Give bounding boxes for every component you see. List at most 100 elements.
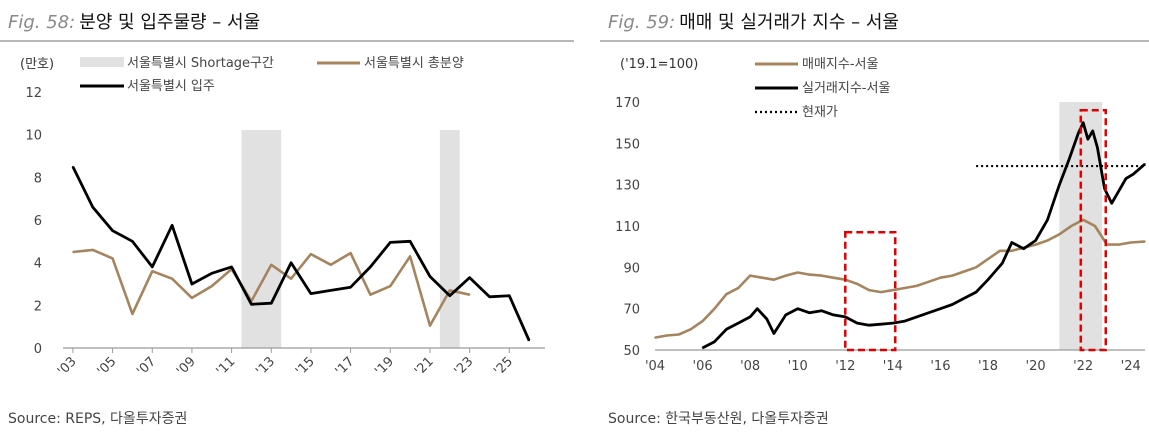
transaction-index-point xyxy=(701,347,704,349)
x-tick-label: '18 xyxy=(978,359,998,374)
x-tick-label: '06 xyxy=(693,359,713,374)
sales-index-point xyxy=(761,276,763,279)
sales-index-point xyxy=(892,289,894,291)
transaction-index-point xyxy=(1132,173,1134,176)
legend-presale-label: 서울특별시 총분양 xyxy=(364,56,464,71)
sales-index-point xyxy=(927,281,930,283)
transaction-index-point xyxy=(987,278,989,281)
figure-58-source: Source: REPS, 다올투자증권 xyxy=(8,411,188,427)
highlight-box-0 xyxy=(844,230,897,352)
sales-index-point xyxy=(737,287,740,289)
x-tick-label: '08 xyxy=(740,359,760,374)
figure-59-source: Source: 한국부동산원, 다올투자증권 xyxy=(608,411,829,427)
transaction-index-point xyxy=(1058,183,1061,186)
total-presale-point xyxy=(389,285,392,287)
transaction-index-point xyxy=(1077,132,1080,134)
y-axis-unit: ('19.1=100) xyxy=(620,57,698,72)
sales-index-point xyxy=(951,274,954,277)
move-in-point xyxy=(290,261,292,264)
x-tick-label: '23 xyxy=(452,354,477,379)
sales-index-point xyxy=(1058,233,1061,236)
transaction-index-point xyxy=(756,307,759,310)
x-tick-label: '10 xyxy=(788,359,808,374)
move-in-point xyxy=(349,286,352,289)
transaction-index-point xyxy=(951,303,954,306)
total-presale-point xyxy=(111,257,114,260)
move-in-point xyxy=(488,296,491,298)
sales-index-point xyxy=(666,334,668,337)
transaction-index-point xyxy=(1001,262,1004,265)
x-tick-label: '03 xyxy=(55,354,80,379)
transaction-index-point xyxy=(892,322,894,324)
x-tick-label: '19 xyxy=(372,354,397,379)
move-in-point xyxy=(72,165,74,168)
total-presale-point xyxy=(171,277,173,280)
transaction-index-point xyxy=(1118,190,1120,192)
legend-shortage-swatch xyxy=(80,57,124,67)
y-tick-label: 90 xyxy=(623,261,640,276)
x-tick-label: '11 xyxy=(214,354,239,379)
y-tick-label: 6 xyxy=(34,214,42,229)
sales-index-point xyxy=(725,293,728,296)
sales-index-point xyxy=(808,273,811,276)
y-axis-unit: (만호) xyxy=(20,57,54,72)
transaction-index-point xyxy=(1096,146,1099,149)
transaction-index-point xyxy=(773,332,775,335)
legend-current-label: 현재가 xyxy=(802,105,838,120)
transaction-index-point xyxy=(1091,130,1094,132)
total-presale-point xyxy=(429,324,431,327)
move-in-point xyxy=(409,240,411,243)
move-in-point xyxy=(528,339,530,342)
total-presale-point xyxy=(310,253,312,255)
transaction-index-point xyxy=(749,316,751,318)
total-presale-point xyxy=(409,255,411,258)
total-presale-point xyxy=(349,252,352,254)
sales-index-point xyxy=(773,278,775,281)
transaction-index-point xyxy=(820,309,823,312)
transaction-index-point xyxy=(1110,202,1113,205)
y-tick-label: 150 xyxy=(615,137,640,152)
sales-index-point xyxy=(939,276,942,279)
figure-58-title: Fig. 58: 분양 및 입주물량 – 서울 xyxy=(8,8,260,34)
y-tick-label: 130 xyxy=(615,179,640,194)
y-tick-label: 50 xyxy=(623,344,640,359)
move-in-point xyxy=(191,283,193,285)
move-in-point xyxy=(270,302,273,305)
sales-index-point xyxy=(987,258,989,260)
sales-index-point xyxy=(1129,241,1132,244)
transaction-index-point xyxy=(963,297,966,300)
transaction-index-point xyxy=(1082,121,1084,124)
move-in-point xyxy=(111,229,114,232)
transaction-index-point xyxy=(765,318,768,320)
sales-index-point xyxy=(677,333,680,336)
transaction-index-point xyxy=(939,307,942,310)
total-presale-point xyxy=(290,277,292,280)
x-tick-label: '14 xyxy=(883,359,903,374)
sales-index-point xyxy=(749,274,751,277)
move-in-line xyxy=(71,166,531,342)
y-tick-label: 2 xyxy=(34,299,42,314)
move-in-point xyxy=(250,303,253,306)
figure-59-title: Fig. 59: 매매 및 실거래가 지수 – 서울 xyxy=(608,8,899,34)
transaction-index-point xyxy=(1046,219,1049,221)
sales-index-point xyxy=(701,320,704,322)
move-in-point xyxy=(369,266,372,268)
move-in-point xyxy=(210,272,213,275)
y-tick-label: 0 xyxy=(34,342,42,357)
figure-59-panel: Fig. 59: 매매 및 실거래가 지수 – 서울 ('19.1=100) 50 7… xyxy=(600,0,1149,434)
transaction-index-point xyxy=(1034,239,1037,242)
sales-index-point xyxy=(975,266,977,269)
sales-index-point xyxy=(796,271,799,274)
transaction-index-point xyxy=(808,312,811,314)
sales-index-point xyxy=(1082,219,1084,221)
transaction-index-point xyxy=(1144,163,1146,165)
x-tick-label: '05 xyxy=(95,354,120,379)
legend-sales-label: 매매지수-서울 xyxy=(802,57,878,72)
total-presale-point xyxy=(151,270,154,273)
move-in-point xyxy=(310,292,312,295)
x-tick-label: '09 xyxy=(174,354,199,379)
transaction-index-point xyxy=(903,320,906,322)
y-tick-label: 110 xyxy=(615,220,640,235)
sales-index-point xyxy=(820,274,823,277)
